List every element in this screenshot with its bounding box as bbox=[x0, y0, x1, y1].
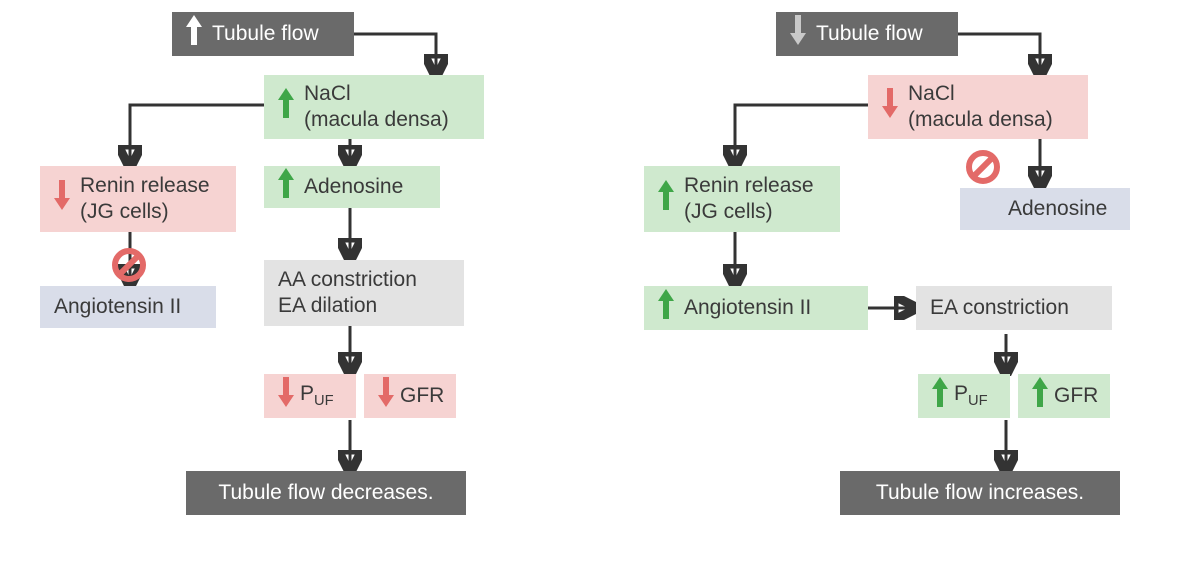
left-tubule-flow-label: Tubule flow bbox=[212, 21, 319, 47]
up-arrow-icon bbox=[932, 377, 948, 414]
right-renin-line1: Renin release bbox=[684, 174, 814, 197]
left-angiotensin-label: Angiotensin II bbox=[54, 294, 181, 320]
right-tubule-flow-label: Tubule flow bbox=[816, 21, 923, 47]
right-renin-line2: (JG cells) bbox=[684, 200, 773, 223]
left-tubule-flow: Tubule flow bbox=[172, 12, 354, 56]
left-renin-line2: (JG cells) bbox=[80, 200, 169, 223]
right-angiotensin-label: Angiotensin II bbox=[684, 295, 811, 321]
right-angiotensin: Angiotensin II bbox=[644, 286, 868, 330]
right-puf: PUF bbox=[918, 374, 1010, 418]
left-nacl-line1: NaCl bbox=[304, 82, 351, 105]
right-adenosine: Adenosine bbox=[960, 188, 1130, 230]
right-gfr-label: GFR bbox=[1054, 383, 1098, 409]
left-result: Tubule flow decreases. bbox=[186, 471, 466, 515]
up-arrow-icon bbox=[278, 168, 294, 205]
right-puf-label: PUF bbox=[954, 381, 988, 411]
right-nacl: NaCl (macula densa) bbox=[868, 75, 1088, 139]
left-ea-line: EA dilation bbox=[278, 294, 377, 317]
right-result: Tubule flow increases. bbox=[840, 471, 1120, 515]
left-puf-label: PUF bbox=[300, 381, 334, 411]
stop-icon bbox=[112, 248, 148, 284]
right-nacl-line2: (macula densa) bbox=[908, 108, 1053, 131]
left-aa-line: AA constriction bbox=[278, 268, 417, 291]
left-renin: Renin release (JG cells) bbox=[40, 166, 236, 232]
right-ea: EA constriction bbox=[916, 286, 1112, 330]
right-renin: Renin release (JG cells) bbox=[644, 166, 840, 232]
left-puf: PUF bbox=[264, 374, 356, 418]
up-arrow-icon bbox=[186, 15, 202, 52]
right-nacl-line1: NaCl bbox=[908, 82, 955, 105]
left-nacl-line2: (macula densa) bbox=[304, 108, 449, 131]
down-arrow-icon bbox=[54, 180, 70, 217]
left-gfr-label: GFR bbox=[400, 383, 444, 409]
down-arrow-icon bbox=[378, 377, 394, 414]
up-arrow-icon bbox=[278, 88, 294, 125]
left-renin-line1: Renin release bbox=[80, 174, 210, 197]
left-adenosine-label: Adenosine bbox=[304, 174, 403, 200]
right-gfr: GFR bbox=[1018, 374, 1110, 418]
left-angiotensin: Angiotensin II bbox=[40, 286, 216, 328]
down-arrow-icon bbox=[882, 88, 898, 125]
left-gfr: GFR bbox=[364, 374, 456, 418]
left-adenosine: Adenosine bbox=[264, 166, 440, 208]
left-result-label: Tubule flow decreases. bbox=[218, 480, 433, 506]
right-adenosine-label: Adenosine bbox=[1008, 196, 1107, 222]
up-arrow-icon bbox=[658, 289, 674, 326]
right-ea-label: EA constriction bbox=[930, 295, 1069, 321]
down-arrow-icon bbox=[278, 377, 294, 414]
left-aa-ea: AA constriction EA dilation bbox=[264, 260, 464, 326]
up-arrow-icon bbox=[658, 180, 674, 217]
right-result-label: Tubule flow increases. bbox=[876, 480, 1084, 506]
left-nacl: NaCl (macula densa) bbox=[264, 75, 484, 139]
up-arrow-icon bbox=[1032, 377, 1048, 414]
down-arrow-icon bbox=[790, 15, 806, 52]
right-tubule-flow: Tubule flow bbox=[776, 12, 958, 56]
stop-icon bbox=[966, 150, 1002, 186]
